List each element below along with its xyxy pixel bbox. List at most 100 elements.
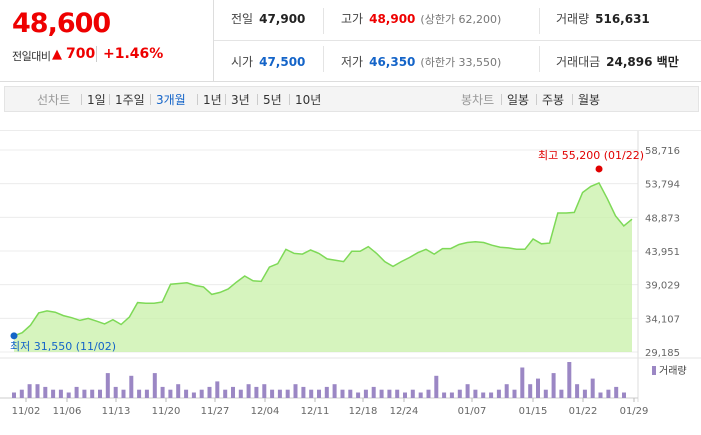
volume-bar bbox=[231, 386, 235, 398]
candle-chart-header: 봉차트 bbox=[461, 93, 495, 107]
row-divider bbox=[214, 40, 701, 41]
trade-amount-value: 24,896 백만 bbox=[606, 55, 679, 69]
volume-bar bbox=[215, 381, 220, 398]
volume-legend: 거래량 bbox=[659, 365, 687, 377]
tab-separator bbox=[109, 94, 110, 105]
volume-bar bbox=[496, 389, 501, 398]
high-label: 최고 55,200 (01/22) bbox=[538, 149, 644, 162]
tab-daily[interactable]: 일봉 bbox=[507, 93, 530, 107]
volume-bar bbox=[465, 384, 470, 398]
upper-limit: (상한가 62,200) bbox=[420, 13, 502, 26]
date-tick: 11/27 bbox=[201, 406, 230, 417]
lower-limit: (하한가 33,550) bbox=[420, 56, 502, 69]
volume-bar bbox=[606, 389, 611, 398]
volume-label: 거래량 bbox=[556, 12, 590, 26]
low-marker bbox=[10, 332, 18, 340]
open-value: 47,500 bbox=[259, 55, 306, 69]
volume-value: 516,631 bbox=[595, 12, 650, 26]
volume-bar bbox=[270, 389, 275, 398]
current-price: 48,600 bbox=[12, 8, 111, 39]
divider bbox=[323, 46, 324, 72]
volume-bar bbox=[504, 384, 509, 398]
volume-bar bbox=[536, 378, 540, 398]
volume-bar bbox=[598, 392, 603, 398]
volume-bar bbox=[567, 362, 572, 398]
volume-bar bbox=[301, 386, 306, 398]
date-axis: 11/02 11/06 11/13 11/20 11/27 12/04 12/11 12/18… bbox=[12, 398, 648, 417]
price-box: 48,600 전일대비 ▲ 700 +1.46% bbox=[0, 0, 214, 81]
tab-1day[interactable]: 1일 bbox=[87, 93, 106, 107]
volume-bar bbox=[90, 389, 95, 398]
volume-bar bbox=[137, 389, 142, 398]
volume-bar bbox=[144, 389, 149, 398]
tab-5year[interactable]: 5년 bbox=[263, 93, 282, 107]
volume-bar bbox=[19, 389, 24, 398]
price-tick: 53,794 bbox=[645, 180, 680, 191]
tab-monthly[interactable]: 월봉 bbox=[578, 93, 601, 107]
volume-bar bbox=[152, 373, 157, 398]
volume-bar bbox=[418, 392, 423, 398]
volume-bar bbox=[254, 386, 259, 398]
volume-bar bbox=[332, 384, 337, 398]
tab-1week[interactable]: 1주일 bbox=[115, 93, 145, 107]
period-tab-bar: 선차트 1일 1주일 3개월 1년 3년 5년 10년 봉차트 일봉 주봉 월봉 bbox=[4, 86, 699, 112]
volume-bar bbox=[403, 392, 407, 398]
volume-bar bbox=[168, 389, 173, 398]
volume-bar bbox=[356, 392, 361, 398]
price-tick: 34,107 bbox=[645, 314, 680, 325]
volume-bar bbox=[262, 384, 267, 398]
volume-bar bbox=[590, 378, 595, 398]
tab-1year[interactable]: 1년 bbox=[203, 93, 222, 107]
low: 저가 46,350 (하한가 33,550) bbox=[341, 53, 501, 70]
volume-bar bbox=[58, 389, 63, 398]
volume-bar bbox=[551, 373, 556, 398]
volume-bar bbox=[285, 389, 290, 398]
high: 고가 48,900 (상한가 62,200) bbox=[341, 10, 501, 27]
volume-bar bbox=[371, 386, 376, 398]
volume-bar bbox=[489, 392, 494, 398]
high-marker bbox=[595, 165, 603, 173]
divider bbox=[539, 46, 540, 72]
tab-weekly[interactable]: 주봉 bbox=[542, 93, 565, 107]
tab-separator bbox=[572, 94, 573, 105]
volume-bar bbox=[74, 386, 79, 398]
price-tick: 29,185 bbox=[645, 348, 680, 359]
volume-bar bbox=[82, 389, 87, 398]
line-chart-header: 선차트 bbox=[37, 93, 71, 107]
divider bbox=[323, 8, 324, 34]
date-tick: 12/18 bbox=[349, 406, 378, 417]
volume-bar bbox=[528, 384, 533, 398]
volume-bar bbox=[457, 389, 462, 398]
volume-bar bbox=[35, 384, 40, 398]
volume-bar bbox=[410, 389, 415, 398]
prev-close-label: 전일 bbox=[231, 12, 254, 26]
volume-bar bbox=[622, 392, 626, 398]
change-separator bbox=[96, 46, 97, 62]
volume-bar bbox=[317, 389, 321, 398]
trade-amount: 거래대금 24,896 백만 bbox=[556, 53, 679, 70]
volume-bar bbox=[12, 392, 16, 398]
tab-separator bbox=[150, 94, 151, 105]
volume-bar bbox=[575, 384, 580, 398]
volume-bar bbox=[520, 367, 525, 398]
volume-bar bbox=[379, 389, 384, 398]
tab-separator bbox=[197, 94, 198, 105]
price-tick: 48,873 bbox=[645, 213, 680, 224]
tab-separator bbox=[257, 94, 258, 105]
tab-separator bbox=[289, 94, 290, 105]
low-value: 46,350 bbox=[369, 55, 416, 69]
volume-bar bbox=[121, 389, 126, 398]
date-tick: 11/02 bbox=[12, 406, 41, 417]
volume-bar bbox=[277, 389, 282, 398]
volume-bar bbox=[238, 389, 243, 398]
volume-bar bbox=[27, 384, 32, 398]
volume-bar bbox=[223, 389, 228, 398]
volume-bar bbox=[442, 392, 447, 398]
volume-bar bbox=[105, 373, 110, 398]
prev-close: 전일 47,900 bbox=[231, 10, 305, 27]
volume-bar bbox=[348, 389, 353, 398]
tab-10year[interactable]: 10년 bbox=[295, 93, 322, 107]
tab-3year[interactable]: 3년 bbox=[231, 93, 250, 107]
volume-bar bbox=[160, 386, 165, 398]
tab-3month[interactable]: 3개월 bbox=[156, 93, 186, 107]
